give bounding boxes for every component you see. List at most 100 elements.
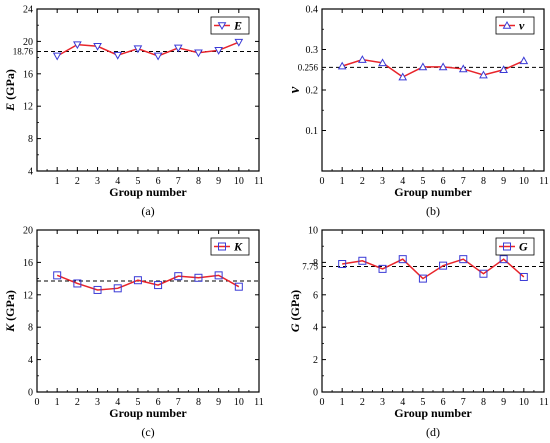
y-tick-label: 20 [23,37,33,48]
x-tick-label: 5 [135,176,140,187]
x-axis-title: Group number [394,185,472,199]
data-point [52,52,62,61]
legend-entry: K [233,240,243,254]
reference-line-label: 0.256 [298,62,319,72]
y-tick-label: 12 [23,102,33,113]
chart-panel-b: 0 1 2 3 4 5 6 7 8 9 10 11 0.1 0.2 0.3 0.4 0.256 ν Group nu… [287,5,549,219]
data-point [234,282,243,291]
x-tick-label: 2 [75,176,80,187]
legend-marker [503,242,511,251]
panel-label: (d) [426,425,440,439]
legend-marker [218,242,226,251]
data-point [73,41,82,50]
chart-panel-d: 0 1 2 3 4 5 6 7 8 9 10 11 0 2 4 6 8 10 7.75 G Group number G … [288,226,549,440]
y-tick-label: 16 [23,69,33,80]
y-tick-label: 16 [23,258,33,269]
panel-label: (a) [141,204,154,218]
data-point [378,58,387,67]
data-point [479,269,488,278]
series-line [56,274,240,291]
x-tick-label: 2 [75,397,80,408]
x-tick-label: 5 [420,176,425,187]
y-tick-label: 8 [28,323,33,334]
x-axis-title: Group number [109,185,187,199]
series-line [342,258,525,280]
data-point [358,55,367,63]
y-tick-label: 0 [28,388,33,399]
x-tick-label: 10 [519,176,529,187]
x-tick-label: 8 [481,176,486,187]
y-tick-label: 0.2 [306,86,319,97]
y-tick-label: 4 [28,167,33,178]
legend-entry: G [519,240,528,254]
data-point [398,72,408,81]
x-tick-label: 1 [55,176,60,187]
data-point [338,260,347,269]
x-tick-label: 9 [216,176,221,187]
x-tick-label: 7 [176,397,181,408]
x-tick-label: 0 [35,397,40,408]
y-tick-label: 10 [308,226,318,237]
x-tick-label: 7 [176,176,181,187]
data-point [173,44,183,53]
legend-entry: ν [519,19,525,33]
panel-label: (c) [141,425,154,439]
x-tick-label: 10 [234,397,244,408]
x-tick-label: 11 [254,176,264,187]
x-tick-label: 9 [501,397,506,408]
x-tick-label: 7 [461,397,466,408]
x-tick-label: 10 [519,397,529,408]
data-point [53,271,62,280]
x-axis-title: Group number [109,406,187,420]
x-tick-label: 0 [320,176,325,187]
data-point [458,64,468,73]
y-tick-label: 0.1 [306,126,319,137]
reference-line-label: 18.76 [13,46,34,56]
x-tick-label: 4 [115,176,120,187]
data-point [439,261,448,270]
data-point [234,38,244,47]
data-point [499,65,508,74]
x-tick-label: 9 [501,176,506,187]
x-tick-label: 11 [539,397,549,408]
x-tick-label: 4 [115,397,120,408]
data-point [214,47,223,55]
series-line [341,58,525,78]
data-point [519,272,528,281]
x-tick-label: 5 [420,397,425,408]
x-tick-label: 8 [196,397,201,408]
series-line [56,41,240,57]
x-tick-label: 11 [539,176,549,187]
y-axis-title: G (GPa) [288,290,302,332]
y-axis-unit: (GPa) [288,290,302,324]
y-tick-label: 4 [28,355,33,366]
x-tick-label: 7 [461,176,466,187]
y-axis-symbol: E [3,103,17,112]
data-point [418,62,428,71]
data-point [93,42,102,51]
legend-marker [217,22,227,31]
y-tick-label: 2 [313,355,318,366]
x-tick-label: 1 [340,176,345,187]
data-point [438,62,448,71]
y-axis-title: ν [287,86,303,93]
data-point [194,273,203,282]
x-tick-label: 1 [55,397,60,408]
x-tick-label: 10 [234,176,244,187]
data-point [133,276,142,285]
x-tick-label: 3 [380,176,385,187]
data-point [459,255,468,264]
y-tick-label: 8 [28,134,33,145]
data-point [358,256,367,265]
y-axis-symbol: K [3,323,17,333]
data-point [337,61,347,70]
x-tick-label: 2 [360,176,365,187]
data-point [73,279,82,288]
y-axis-symbol: ν [287,86,303,93]
y-axis-unit: (GPa) [3,69,17,103]
data-point [214,271,223,280]
y-tick-label: 4 [313,323,318,334]
